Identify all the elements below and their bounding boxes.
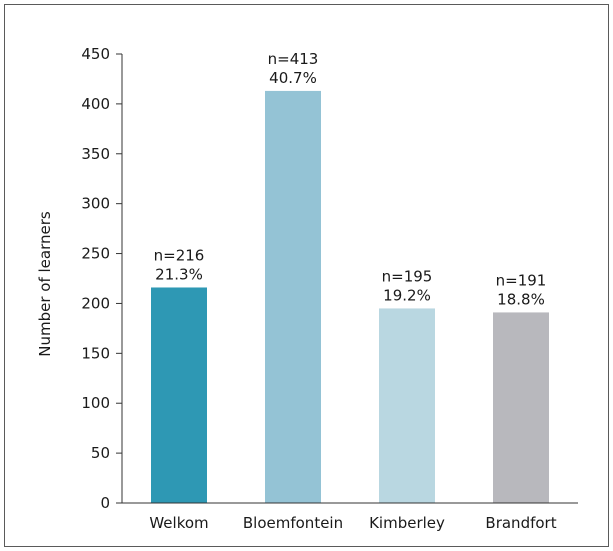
y-axis-label: Number of learners <box>36 211 54 357</box>
bar <box>151 287 207 503</box>
x-category-label: Welkom <box>149 514 208 532</box>
x-category-label: Kimberley <box>369 514 445 532</box>
x-category-label: Brandfort <box>485 514 556 532</box>
x-axis-categories: Welkom Bloemfontein Kimberley Brandfort <box>149 514 556 532</box>
x-category-label: Bloemfontein <box>243 514 343 532</box>
bar <box>265 90 321 503</box>
y-tick-label: 450 <box>81 45 110 63</box>
data-label-count: n=191 <box>496 271 547 289</box>
y-tick-label: 350 <box>81 145 110 163</box>
y-tick-label: 100 <box>81 394 110 412</box>
y-axis-ticks: 0 50 100 150 200 250 300 350 400 450 <box>81 45 122 512</box>
data-label-percent: 40.7% <box>269 69 317 87</box>
y-tick-label: 300 <box>81 195 110 213</box>
data-label-percent: 21.3% <box>155 265 203 283</box>
data-label-count: n=195 <box>382 267 433 285</box>
y-tick-label: 150 <box>81 344 110 362</box>
data-label-percent: 19.2% <box>383 286 431 304</box>
bar <box>493 312 549 503</box>
data-label-percent: 18.8% <box>497 290 545 308</box>
bars <box>151 90 549 503</box>
y-tick-label: 250 <box>81 245 110 263</box>
y-tick-label: 0 <box>100 494 110 512</box>
y-tick-label: 50 <box>91 444 110 462</box>
data-label-count: n=413 <box>268 50 319 68</box>
data-label-count: n=216 <box>154 246 205 264</box>
y-tick-label: 400 <box>81 95 110 113</box>
bar <box>379 308 435 503</box>
y-tick-label: 200 <box>81 294 110 312</box>
